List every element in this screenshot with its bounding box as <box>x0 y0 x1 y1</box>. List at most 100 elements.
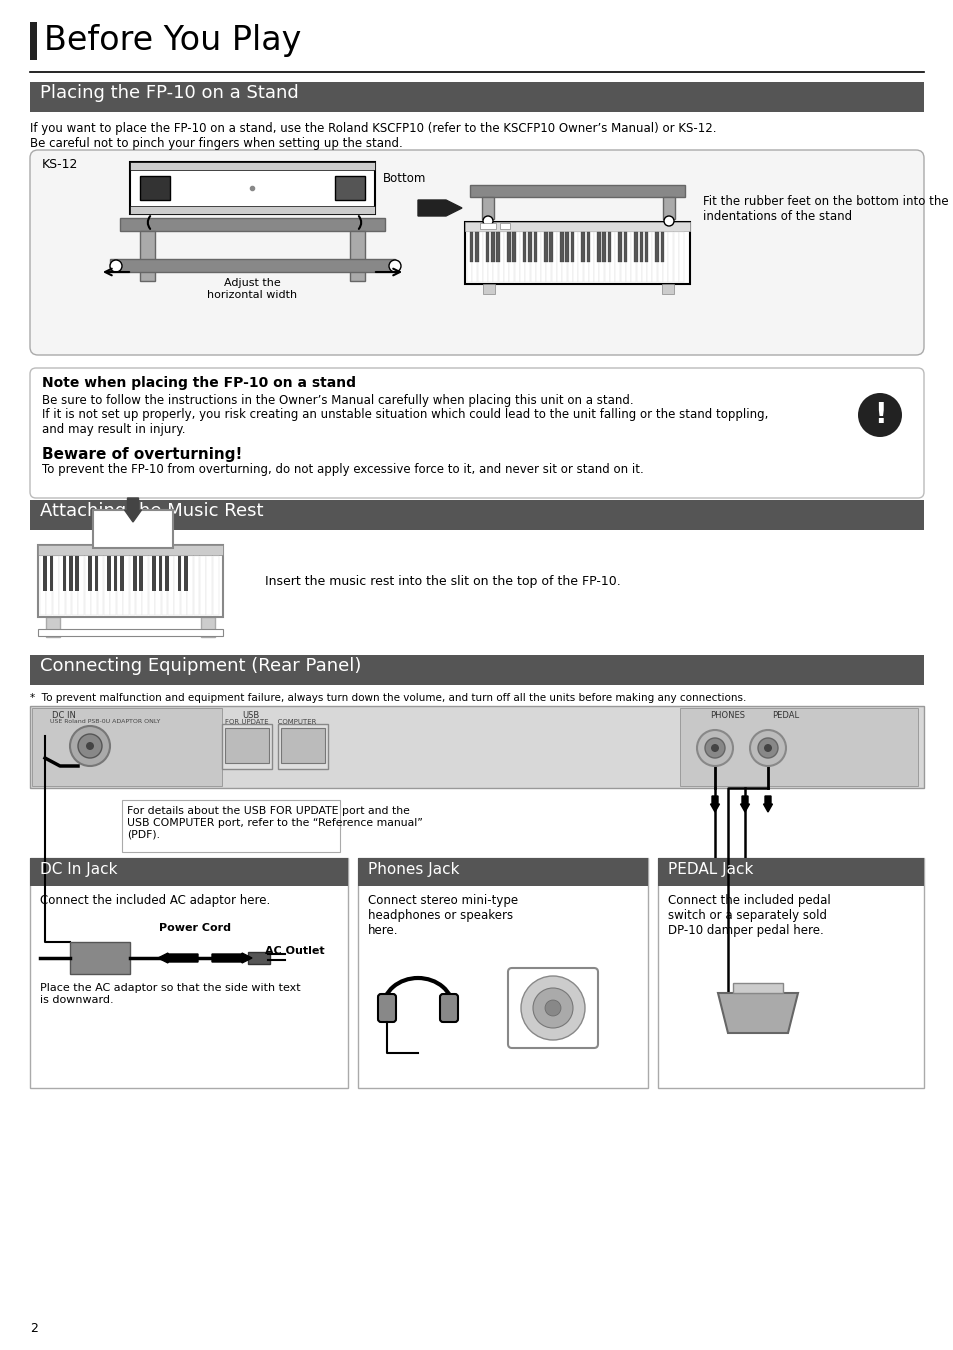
Bar <box>509 232 514 282</box>
Bar <box>557 232 561 282</box>
Text: Attaching the Music Rest: Attaching the Music Rest <box>40 502 263 520</box>
Bar <box>165 556 169 591</box>
Text: To prevent the FP-10 from overturning, do not apply excessive force to it, and n: To prevent the FP-10 from overturning, d… <box>42 463 643 477</box>
Text: Be sure to follow the instructions in the Owner’s Manual carefully when placing : Be sure to follow the instructions in th… <box>42 394 633 406</box>
Bar <box>467 232 472 282</box>
Bar <box>184 556 188 591</box>
Bar <box>673 232 678 282</box>
Bar <box>38 545 223 617</box>
Bar <box>580 232 584 262</box>
Bar <box>482 284 495 294</box>
Bar <box>631 232 636 282</box>
Bar <box>174 556 180 616</box>
Bar <box>30 859 348 886</box>
Text: Adjust the
horizontal width: Adjust the horizontal width <box>207 278 296 300</box>
Bar <box>206 556 212 616</box>
Bar <box>615 232 619 282</box>
Text: Insert the music rest into the slit on the top of the FP-10.: Insert the music rest into the slit on t… <box>265 575 620 589</box>
Bar <box>549 232 553 262</box>
Text: Fit the rubber feet on the bottom into the
indentations of the stand: Fit the rubber feet on the bottom into t… <box>702 194 947 223</box>
Bar <box>679 707 917 786</box>
Bar <box>639 232 642 262</box>
Text: DC In Jack: DC In Jack <box>40 863 117 878</box>
Bar <box>472 232 476 282</box>
Bar <box>464 221 689 284</box>
Bar <box>660 232 663 262</box>
Bar <box>248 952 270 964</box>
Bar <box>281 728 325 763</box>
Text: PEDAL Jack: PEDAL Jack <box>667 863 753 878</box>
Bar <box>470 185 684 197</box>
Bar <box>50 556 53 591</box>
Bar <box>658 859 923 1088</box>
Circle shape <box>520 976 584 1040</box>
Bar <box>597 232 600 262</box>
FancyBboxPatch shape <box>439 994 457 1022</box>
Bar <box>136 556 142 616</box>
Circle shape <box>663 216 673 225</box>
Bar <box>44 556 47 591</box>
Bar <box>652 232 657 282</box>
Bar <box>161 556 167 616</box>
Bar <box>130 207 375 215</box>
Bar <box>543 232 547 262</box>
Bar <box>108 556 111 591</box>
Bar <box>66 556 71 616</box>
Bar <box>177 556 181 591</box>
Bar <box>477 232 482 282</box>
Text: DC IN: DC IN <box>52 711 76 720</box>
Bar <box>38 545 223 555</box>
Bar <box>357 859 647 886</box>
Text: Before You Play: Before You Play <box>44 24 301 57</box>
Bar <box>104 556 110 616</box>
Bar <box>602 232 605 262</box>
Bar <box>598 232 604 282</box>
Bar <box>213 556 218 616</box>
Bar <box>335 176 365 200</box>
Bar <box>38 629 223 636</box>
Circle shape <box>704 738 724 757</box>
Bar <box>193 556 199 616</box>
Bar <box>52 556 58 616</box>
Circle shape <box>533 988 573 1027</box>
Text: Beware of overturning!: Beware of overturning! <box>42 447 242 462</box>
Bar <box>123 556 129 616</box>
Bar <box>122 801 339 852</box>
Text: Bottom: Bottom <box>382 171 426 185</box>
Bar <box>679 232 683 282</box>
Bar <box>498 232 503 282</box>
Circle shape <box>763 744 771 752</box>
FancyBboxPatch shape <box>30 369 923 498</box>
Bar <box>149 556 154 616</box>
Text: Be careful not to pinch your fingers when setting up the stand.: Be careful not to pinch your fingers whe… <box>30 136 402 150</box>
FancyArrow shape <box>417 200 461 216</box>
Bar <box>225 728 269 763</box>
Bar <box>588 232 594 282</box>
FancyArrow shape <box>158 953 198 963</box>
Bar <box>30 22 37 59</box>
Text: Placing the FP-10 on a Stand: Placing the FP-10 on a Stand <box>40 84 298 103</box>
FancyArrow shape <box>125 498 141 522</box>
Bar <box>482 232 487 282</box>
Text: FOR UPDATE    COMPUTER: FOR UPDATE COMPUTER <box>225 720 316 725</box>
Bar <box>662 232 667 282</box>
Bar <box>47 556 52 616</box>
Bar <box>607 232 611 262</box>
Bar <box>40 556 46 616</box>
Text: PHONES: PHONES <box>709 711 744 720</box>
Circle shape <box>482 216 493 225</box>
Bar <box>658 859 923 886</box>
Text: PEDAL: PEDAL <box>771 711 799 720</box>
Bar <box>30 82 923 112</box>
Bar <box>551 232 557 282</box>
Bar <box>604 232 609 282</box>
Bar <box>110 259 395 271</box>
Bar <box>69 556 72 591</box>
Bar <box>583 232 588 282</box>
Circle shape <box>544 1000 560 1017</box>
Bar <box>111 556 116 616</box>
Circle shape <box>857 393 901 437</box>
Text: Connecting Equipment (Rear Panel): Connecting Equipment (Rear Panel) <box>40 657 361 675</box>
Circle shape <box>389 261 400 271</box>
Bar <box>71 556 78 616</box>
